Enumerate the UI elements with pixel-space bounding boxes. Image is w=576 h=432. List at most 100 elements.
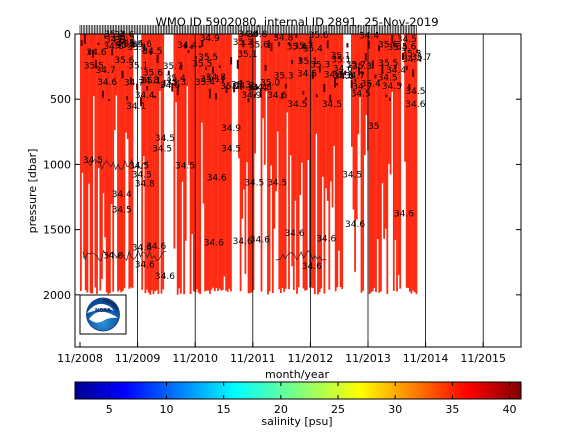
salinity-annotation: 34.6: [103, 251, 123, 261]
salinity-annotation: 34.7: [124, 79, 144, 89]
profile-bar: [276, 34, 279, 132]
profile-bar: [404, 34, 406, 162]
profile-bar: [249, 34, 252, 293]
profile-bar: [368, 34, 371, 294]
profile-bar: [370, 34, 373, 293]
profile-bar: [278, 34, 281, 290]
profile-bar: [141, 34, 144, 290]
profile-bar: [225, 34, 227, 291]
profile-surface-detail: [253, 93, 256, 97]
salinity-annotation: 35.3: [333, 71, 353, 81]
profile-surface-detail: [278, 41, 281, 47]
profile-surface-detail: [336, 83, 339, 86]
profile-surface-detail: [264, 64, 267, 71]
profile-bar: [241, 34, 244, 219]
profile-surface-detail: [233, 83, 236, 93]
x-tick-label: 11/2014: [403, 352, 449, 365]
profile-bar: [280, 34, 282, 293]
profile-surface-detail: [240, 80, 243, 90]
profile-bar: [352, 34, 355, 210]
profile-bar: [149, 34, 152, 295]
colorbar-tick-label: 20: [274, 403, 288, 416]
salinity-annotation: 34.6: [155, 272, 175, 282]
profile-bar: [405, 34, 408, 288]
profile-bar: [351, 34, 353, 147]
x-tick-label: 11/2012: [288, 352, 334, 365]
profile-bar: [205, 34, 208, 291]
profile-surface-detail: [350, 80, 353, 89]
salinity-annotation: 35.6: [396, 43, 416, 53]
profile-bar: [152, 34, 155, 295]
salinity-annotation: 34.6: [345, 220, 365, 230]
profile-surface-detail: [208, 88, 211, 99]
profile-bar: [146, 34, 148, 290]
profile-bar: [323, 34, 326, 294]
salinity-annotation: 34.6: [160, 81, 180, 91]
profile-surface-detail: [146, 86, 149, 91]
profile-bar: [371, 34, 374, 292]
isohaline-line: [275, 250, 327, 261]
colorbar-tick-label: 10: [159, 403, 173, 416]
profile-bar: [275, 34, 277, 192]
profile-bar: [186, 34, 189, 87]
profile-bar: [157, 34, 160, 294]
profile-bar: [360, 34, 363, 293]
salinity-annotation: 34.4: [247, 84, 267, 94]
profile-surface-detail: [180, 64, 183, 71]
salinity-annotation: 35.3: [352, 62, 372, 72]
profile-bar: [130, 34, 132, 288]
salinity-annotation: 35.3: [166, 78, 186, 88]
salinity-annotation: 34.7: [324, 70, 344, 80]
profile-bar: [296, 34, 298, 294]
salinity-annotation: 34.5: [267, 178, 287, 188]
profile-surface-detail: [405, 65, 408, 70]
salinity-annotation: 34.5: [221, 144, 241, 154]
profile-bar: [147, 34, 150, 293]
profile-bar: [117, 34, 119, 292]
profile-bar: [223, 34, 226, 277]
profile-bar: [215, 34, 218, 288]
y-tick-label: 500: [50, 93, 71, 106]
profile-bar: [320, 34, 323, 289]
profile-surface-detail: [371, 60, 374, 69]
x-tick-label: 11/2008: [57, 352, 103, 365]
colorbar-tick-label: 5: [106, 403, 113, 416]
salinity-annotation: 34.5: [244, 178, 264, 188]
profile-surface-detail: [389, 97, 391, 101]
profile-bar: [412, 34, 414, 291]
profile-surface-detail: [102, 90, 104, 98]
profile-bar: [409, 34, 411, 292]
profile-bar: [288, 34, 290, 290]
profile-bar: [109, 34, 111, 293]
profile-surface-detail: [80, 39, 83, 47]
salinity-annotation: 34.4: [386, 66, 406, 76]
colorbar: 5 10 15 20 25 30 35 40 salinity [psu]: [74, 381, 522, 428]
profile-surface-detail: [367, 40, 370, 49]
profile-surface-detail: [198, 45, 201, 49]
profile-surface-detail: [118, 40, 121, 46]
profile-bar: [197, 34, 200, 293]
profile-surface-detail: [346, 43, 349, 48]
profile-bar: [380, 34, 382, 292]
profile-bar: [281, 34, 284, 288]
profile-surface-detail: [108, 99, 111, 102]
profile-surface-detail: [358, 66, 360, 76]
salinity-annotation: 35.0: [260, 78, 280, 88]
profile-surface-detail: [315, 94, 318, 98]
salinity-annotation: 35: [368, 122, 379, 132]
profile-bar: [331, 34, 334, 208]
x-tick-label: 11/2011: [230, 352, 276, 365]
salinity-annotation: 34.7: [345, 72, 365, 82]
profile-surface-detail: [378, 45, 380, 52]
profile-bar: [110, 34, 113, 205]
profile-bar: [118, 34, 121, 290]
salinity-annotation: 35.4: [116, 41, 136, 51]
profile-bar: [284, 34, 287, 289]
salinity-annotation: 34.5: [297, 70, 317, 80]
profile-surface-detail: [83, 34, 86, 44]
salinity-annotation: 35.4: [195, 78, 215, 88]
profile-bar: [333, 34, 335, 146]
salinity-annotation: 34.5: [397, 35, 417, 45]
profile-surface-detail: [394, 64, 397, 69]
salinity-annotation: 35.6: [143, 69, 163, 79]
